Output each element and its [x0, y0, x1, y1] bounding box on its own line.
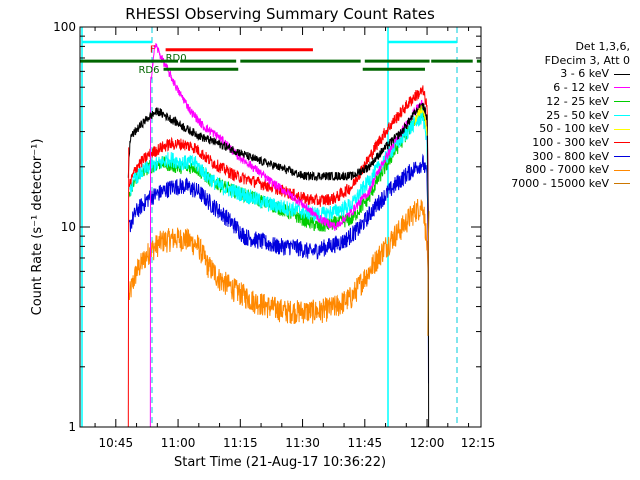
legend-label-6: 300 - 800 keV: [532, 149, 609, 163]
legend-swatch-6: [614, 155, 630, 157]
x-tick-label-3: 11:30: [285, 436, 320, 450]
series-line-1: [149, 43, 429, 427]
legend-entry-6: 300 - 800 keV: [480, 150, 630, 164]
legend-swatch-4: [614, 128, 630, 130]
series-line-6: [128, 153, 429, 384]
plot-frame: [79, 26, 482, 428]
legend-entry-5: 100 - 300 keV: [480, 136, 630, 150]
flag-label-rd0: RD0: [166, 53, 187, 64]
y-axis-label: Count Rate (s⁻¹ detector⁻¹): [30, 139, 45, 316]
x-tick-label-2: 11:15: [223, 436, 258, 450]
y-tick-label-0: 1: [68, 420, 76, 434]
legend-label-7: 800 - 7000 keV: [525, 163, 609, 177]
flag-label-f: F: [150, 45, 156, 56]
legend-entry-2: 12 - 25 keV: [480, 95, 630, 109]
series-line-4: [414, 105, 428, 136]
legend-label-0: 3 - 6 keV: [560, 67, 609, 81]
legend-swatch-8: [614, 183, 630, 185]
y-tick-label-1: 10: [61, 220, 76, 234]
chart-title: RHESSI Observing Summary Count Rates: [125, 5, 435, 23]
legend-entry-7: 800 - 7000 keV: [480, 163, 630, 177]
x-tick-label-0: 10:45: [99, 436, 134, 450]
x-tick-label-4: 11:45: [348, 436, 383, 450]
legend-header-line-2: FDecim 3, Att 0: [544, 53, 630, 67]
legend-swatch-2: [614, 101, 630, 103]
legend-label-1: 6 - 12 keV: [553, 81, 609, 95]
legend-entry-4: 50 - 100 keV: [480, 122, 630, 136]
legend-label-2: 12 - 25 keV: [546, 94, 609, 108]
x-axis-label: Start Time (21-Aug-17 10:36:22): [174, 455, 386, 470]
legend-entries: 3 - 6 keV 6 - 12 keV 12 - 25 keV 25 - 50 ke…: [480, 67, 630, 190]
y-tick-label-2: 100: [53, 20, 76, 34]
chart-legend: Det 1,3,6, FDecim 3, Att 0 3 - 6 keV 6 - …: [480, 40, 630, 191]
x-tick-label-6: 12:15: [461, 436, 496, 450]
legend-label-8: 7000 - 15000 keV: [511, 177, 609, 191]
flag-layer: F RD0 RD6: [80, 45, 481, 76]
series-line-0: [127, 103, 430, 427]
x-tick-label-1: 11:00: [161, 436, 196, 450]
series-line-3: [128, 108, 429, 348]
legend-entry-1: 6 - 12 keV: [480, 81, 630, 95]
legend-swatch-0: [614, 73, 630, 75]
legend-swatch-5: [614, 142, 630, 144]
x-tick-label-5: 12:00: [410, 436, 445, 450]
legend-swatch-1: [614, 87, 630, 89]
legend-entry-0: 3 - 6 keV: [480, 67, 630, 81]
legend-swatch-7: [614, 169, 630, 171]
series-line-8: [427, 211, 430, 336]
legend-entry-8: 7000 - 15000 keV: [480, 177, 630, 191]
legend-header-line-1: Det 1,3,6,: [575, 40, 630, 53]
flag-label-rd6: RD6: [138, 65, 159, 76]
legend-label-4: 50 - 100 keV: [539, 122, 609, 136]
legend-entry-3: 25 - 50 keV: [480, 109, 630, 123]
series-layer: [127, 43, 430, 427]
legend-label-5: 100 - 300 keV: [532, 135, 609, 149]
legend-label-3: 25 - 50 keV: [546, 108, 609, 122]
series-line-7: [128, 198, 429, 325]
legend-swatch-3: [614, 114, 630, 116]
axis-layer: 10:45 11:00 11:15 11:30 11:45 12:00 12:15 1 10 10…: [53, 20, 495, 450]
